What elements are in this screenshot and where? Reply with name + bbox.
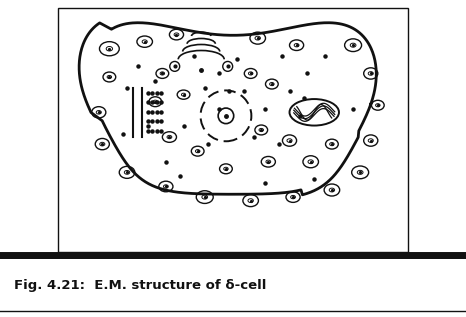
Text: Fig. 4.21:  E.M. structure of δ-cell: Fig. 4.21: E.M. structure of δ-cell	[14, 279, 267, 292]
